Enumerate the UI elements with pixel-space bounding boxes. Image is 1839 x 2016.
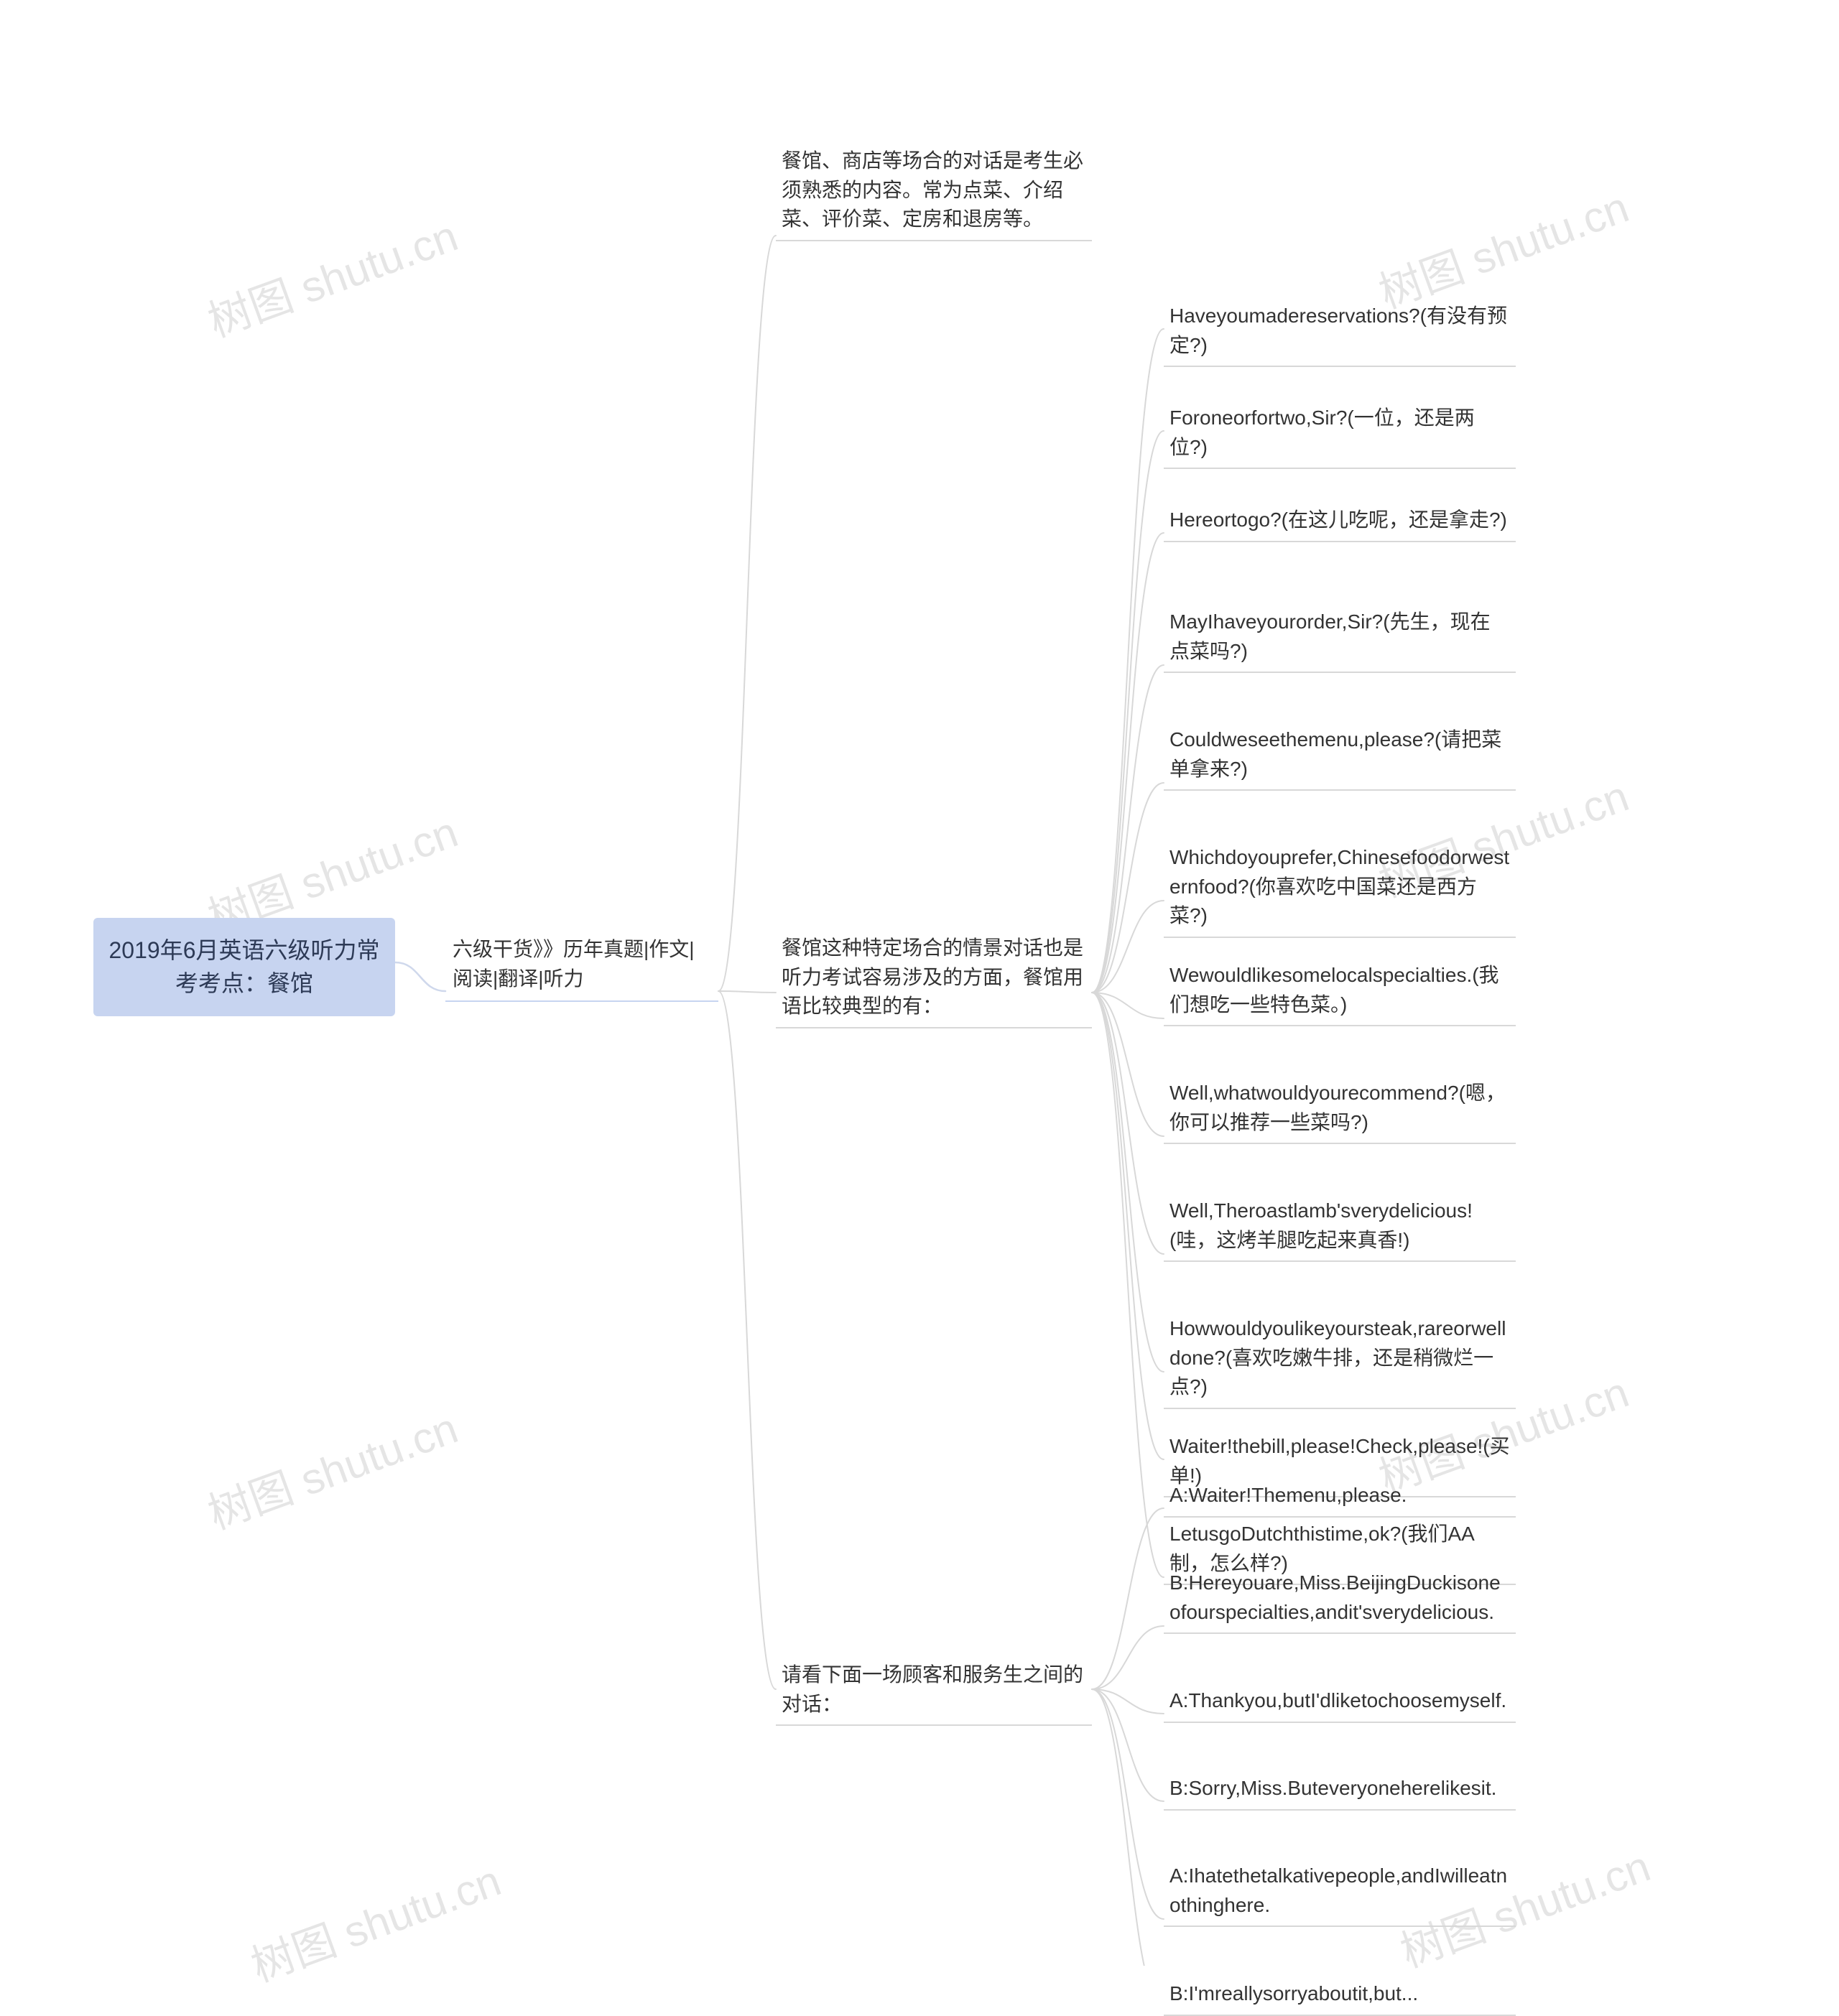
- l2-intro: 餐馆、商店等场合的对话是考生必须熟悉的内容。常为点菜、介绍菜、评价菜、定房和退房…: [776, 144, 1092, 241]
- l3-label: B:Sorry,Miss.Buteveryoneherelikesit.: [1164, 1771, 1516, 1811]
- l3-label: Foroneorfortwo,Sir?(一位，还是两位?): [1164, 401, 1516, 469]
- l3-dialogue-5: B:I'mreallysorryaboutit,but...: [1164, 1976, 1516, 2016]
- l3-label: Well,whatwouldyourecommend?(嗯，你可以推荐一些菜吗?…: [1164, 1076, 1516, 1144]
- l3-typical-2: Hereortogo?(在这儿吃呢，还是拿走?): [1164, 503, 1516, 542]
- l3-typical-8: Well,Theroastlamb'sverydelicious!(哇，这烤羊腿…: [1164, 1194, 1516, 1262]
- l3-dialogue-4: A:Ihatethetalkativepeople,andIwilleatnot…: [1164, 1859, 1516, 1927]
- l2-intro-label: 餐馆、商店等场合的对话是考生必须熟悉的内容。常为点菜、介绍菜、评价菜、定房和退房…: [776, 144, 1092, 241]
- l2-dialogue-label: 请看下面一场顾客和服务生之间的对话：: [776, 1658, 1092, 1726]
- l3-dialogue-3: B:Sorry,Miss.Buteveryoneherelikesit.: [1164, 1771, 1516, 1811]
- l3-label: Haveyoumadereservations?(有没有预定?): [1164, 299, 1516, 367]
- l2-dialogue: 请看下面一场顾客和服务生之间的对话：: [776, 1658, 1092, 1726]
- l3-typical-6: Wewouldlikesomelocalspecialties.(我们想吃一些特…: [1164, 958, 1516, 1026]
- l3-label: A:Ihatethetalkativepeople,andIwilleatnot…: [1164, 1859, 1516, 1927]
- watermark-text: 树图 shutu.cn: [198, 1393, 465, 1541]
- l3-typical-4: Couldweseethemenu,please?(请把菜单拿来?): [1164, 723, 1516, 791]
- l1-label: 六级干货》》历年真题|作文|阅读|翻译|听力: [445, 931, 718, 1002]
- l3-typical-7: Well,whatwouldyourecommend?(嗯，你可以推荐一些菜吗?…: [1164, 1076, 1516, 1144]
- l1-node: 六级干货》》历年真题|作文|阅读|翻译|听力: [445, 931, 718, 1002]
- l2-typical: 餐馆这种特定场合的情景对话也是听力考试容易涉及的方面，餐馆用语比较典型的有：: [776, 931, 1092, 1028]
- l3-dialogue-1: B:Hereyouare,Miss.BeijingDuckisoneofours…: [1164, 1566, 1516, 1634]
- l3-typical-5: Whichdoyouprefer,Chinesefoodorwesternfoo…: [1164, 840, 1516, 938]
- watermark-text: 树图 shutu.cn: [198, 201, 465, 349]
- l3-typical-0: Haveyoumadereservations?(有没有预定?): [1164, 299, 1516, 367]
- watermark-text: 树图 shutu.cn: [241, 1846, 508, 1994]
- root-node: 2019年6月英语六级听力常考考点：餐馆: [93, 918, 395, 1016]
- l3-dialogue-0: A:Waiter!Themenu,please.: [1164, 1478, 1516, 1518]
- l3-label: Whichdoyouprefer,Chinesefoodorwesternfoo…: [1164, 840, 1516, 938]
- l3-label: Couldweseethemenu,please?(请把菜单拿来?): [1164, 723, 1516, 791]
- l3-typical-1: Foroneorfortwo,Sir?(一位，还是两位?): [1164, 401, 1516, 469]
- l3-label: A:Waiter!Themenu,please.: [1164, 1478, 1516, 1518]
- l3-dialogue-2: A:Thankyou,butI'dliketochoosemyself.: [1164, 1683, 1516, 1723]
- l3-label: Well,Theroastlamb'sverydelicious!(哇，这烤羊腿…: [1164, 1194, 1516, 1262]
- l3-label: Hereortogo?(在这儿吃呢，还是拿走?): [1164, 503, 1516, 542]
- l3-typical-3: MayIhaveyourorder,Sir?(先生，现在点菜吗?): [1164, 605, 1516, 673]
- l3-label: B:I'mreallysorryaboutit,but...: [1164, 1976, 1516, 2016]
- l3-label: Howwouldyoulikeyoursteak,rareorwelldone?…: [1164, 1311, 1516, 1409]
- l3-label: Wewouldlikesomelocalspecialties.(我们想吃一些特…: [1164, 958, 1516, 1026]
- l3-typical-9: Howwouldyoulikeyoursteak,rareorwelldone?…: [1164, 1311, 1516, 1409]
- l2-typical-label: 餐馆这种特定场合的情景对话也是听力考试容易涉及的方面，餐馆用语比较典型的有：: [776, 931, 1092, 1028]
- l3-label: B:Hereyouare,Miss.BeijingDuckisoneofours…: [1164, 1566, 1516, 1634]
- root-label: 2019年6月英语六级听力常考考点：餐馆: [93, 918, 395, 1016]
- l3-label: MayIhaveyourorder,Sir?(先生，现在点菜吗?): [1164, 605, 1516, 673]
- l3-label: A:Thankyou,butI'dliketochoosemyself.: [1164, 1683, 1516, 1723]
